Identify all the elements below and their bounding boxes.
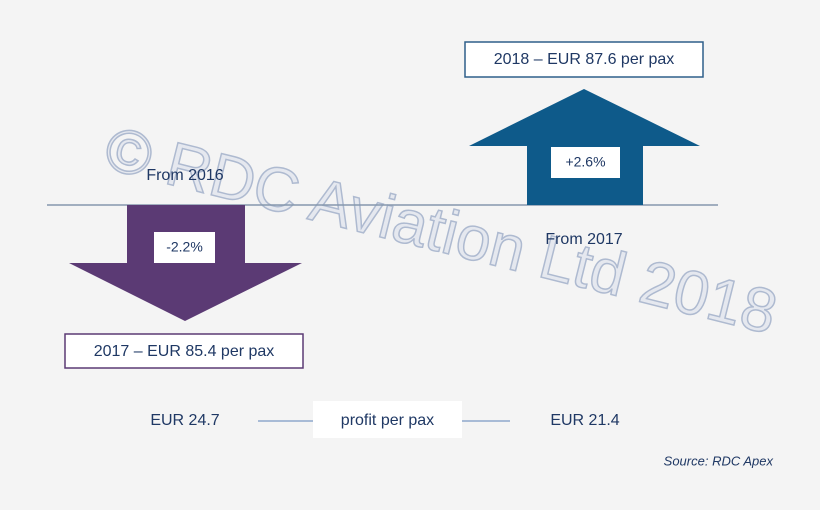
from-label: From 2017 [545,231,622,248]
result-label: 2017 – EUR 85.4 per pax [94,343,275,360]
change-label: -2.2% [166,239,203,255]
change-box [551,147,620,178]
profit-label: profit per pax [341,412,434,429]
profit-right: EUR 21.4 [550,412,619,429]
profit-box [313,401,462,438]
from-label: From 2016 [146,167,223,184]
change-box [154,232,215,263]
result-box [464,41,704,78]
profit-left: EUR 24.7 [150,412,219,429]
result-box [64,333,304,369]
result-label: 2018 – EUR 87.6 per pax [494,51,675,68]
source: Source: RDC Apex [664,453,774,468]
change-label: +2.6% [565,154,605,170]
